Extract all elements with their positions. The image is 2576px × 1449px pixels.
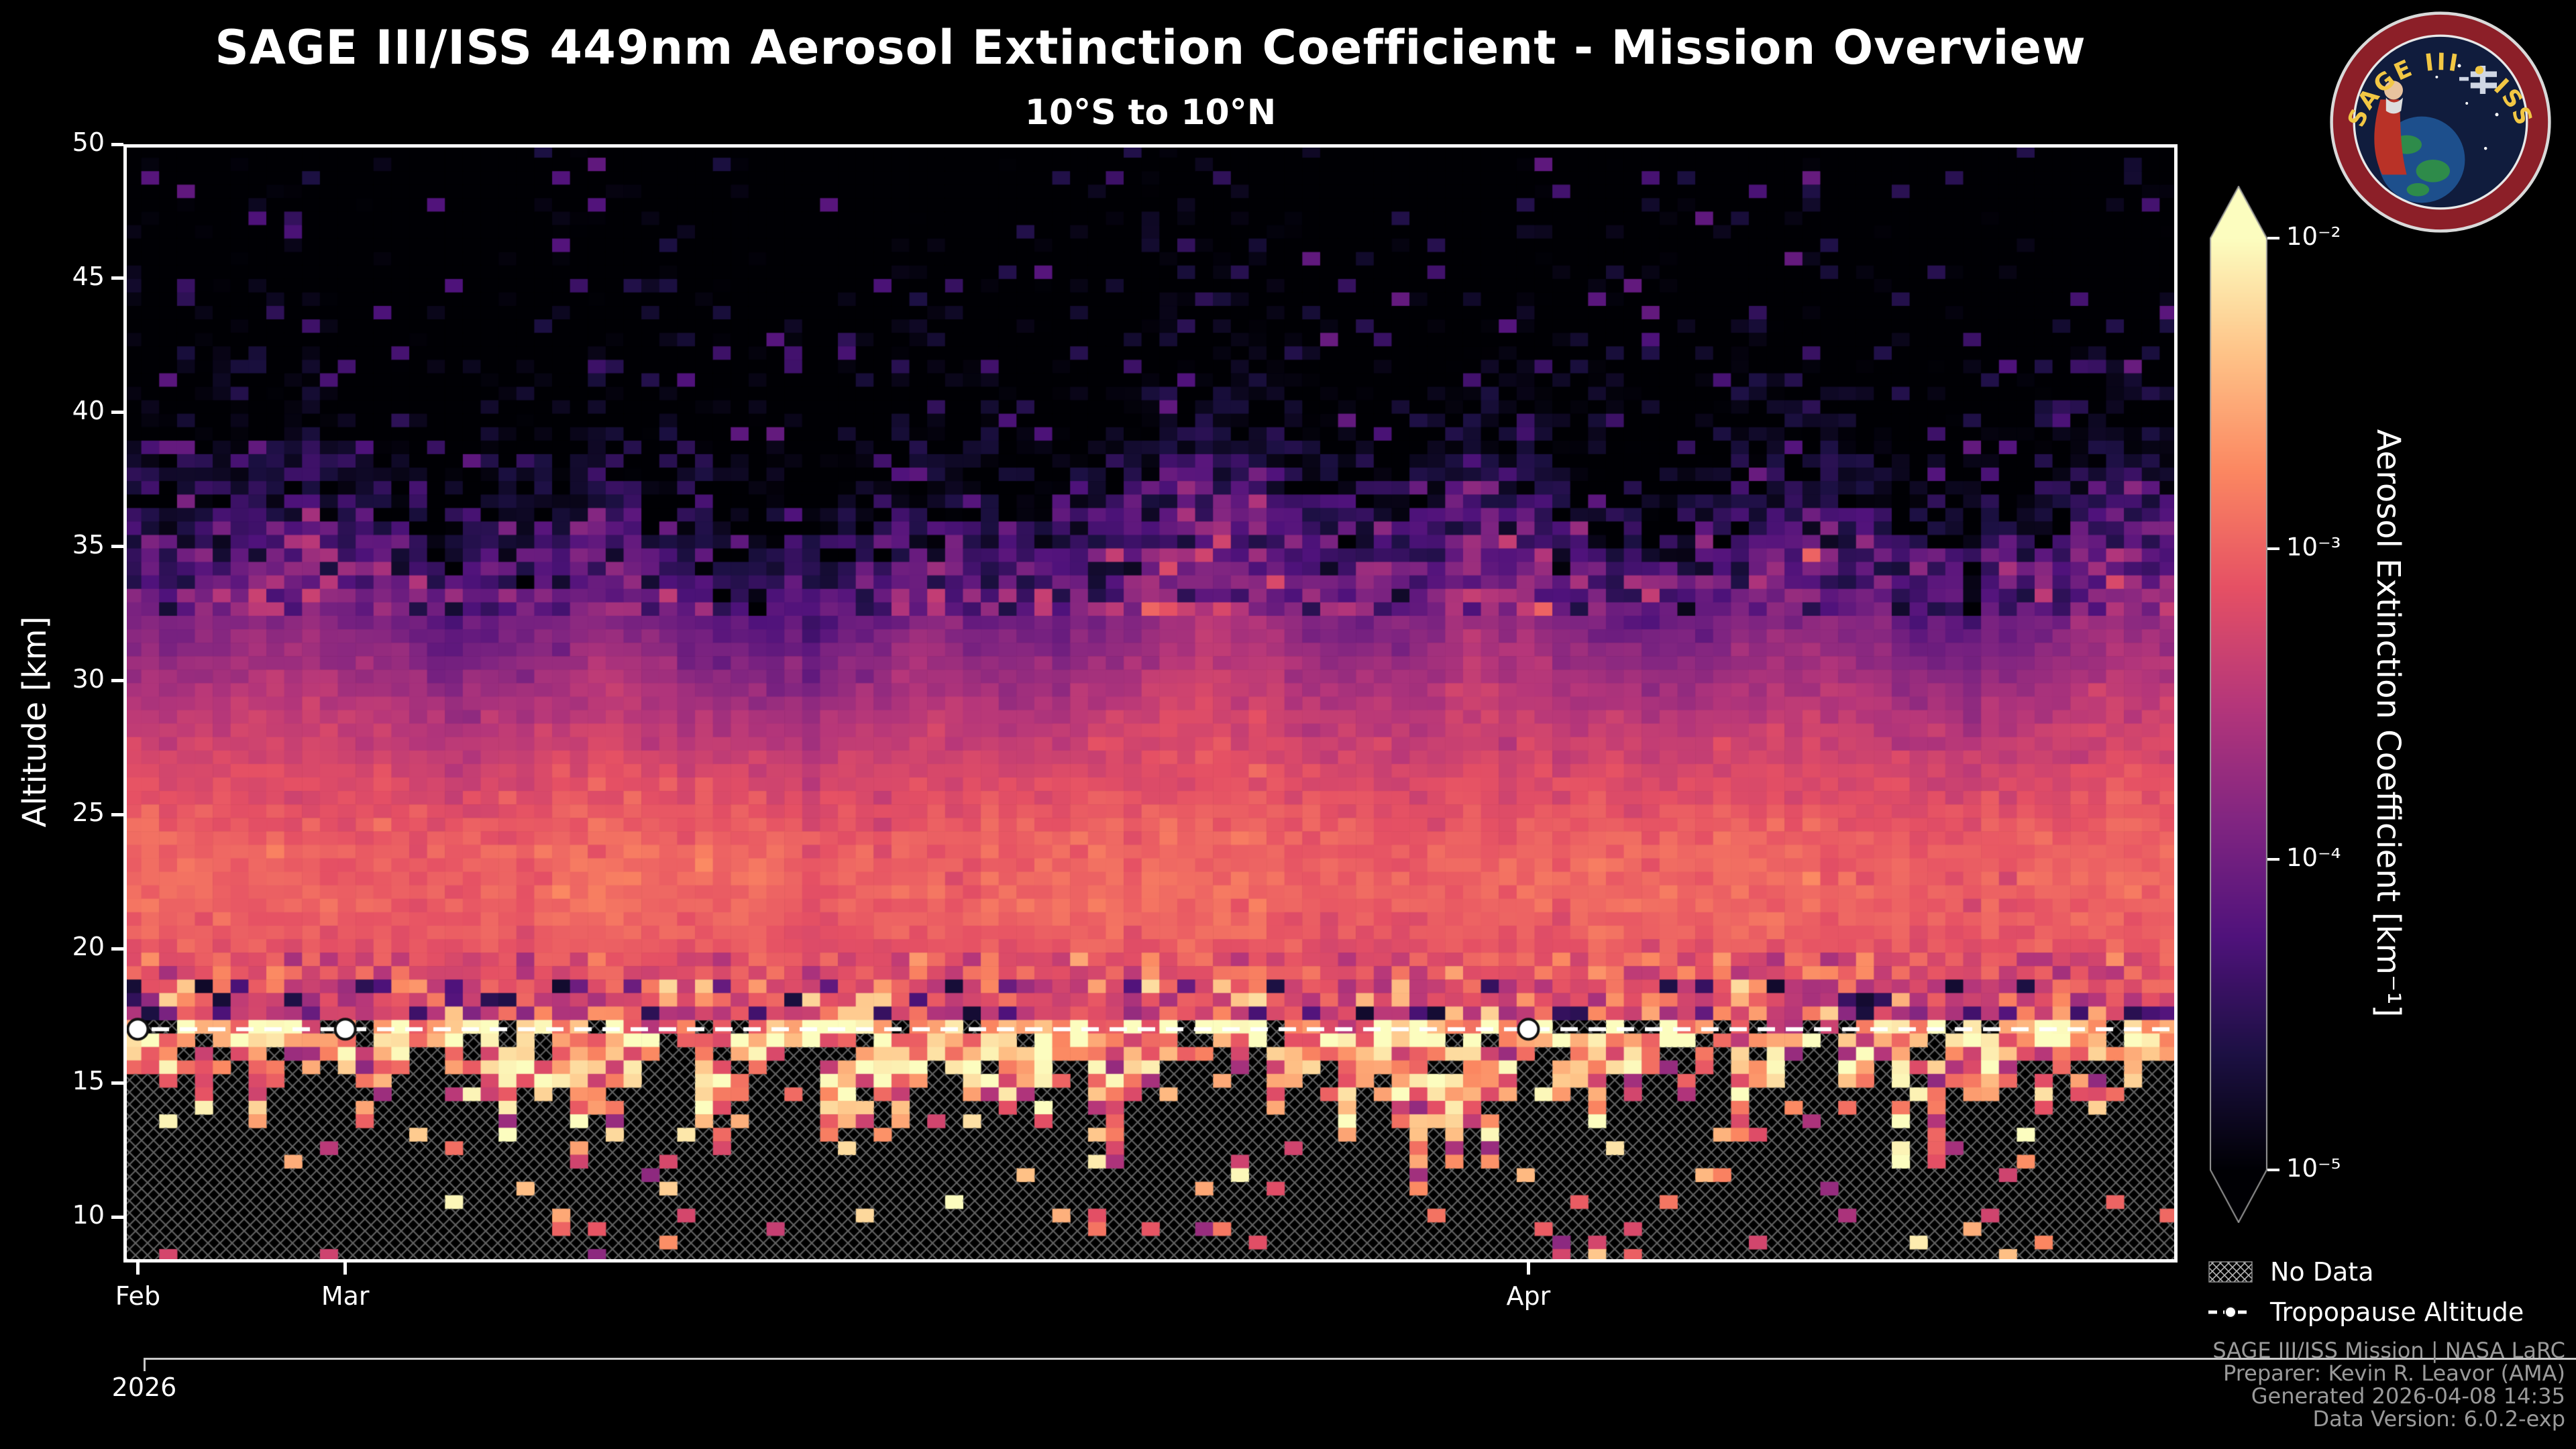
y-tick-mark xyxy=(111,1081,123,1085)
colorbar-tick-mark xyxy=(2267,1169,2279,1171)
y-tick-label: 20 xyxy=(72,932,105,962)
y-tick-label: 30 xyxy=(72,663,105,694)
attribution-line-preparer: Preparer: Kevin R. Leavor (AMA) xyxy=(2222,1360,2565,1386)
y-tick-label: 35 xyxy=(72,529,105,559)
attribution-line-version: Data Version: 6.0.2-exp xyxy=(2312,1406,2565,1432)
colorbar-tick-label: 10⁻⁴ xyxy=(2286,843,2341,873)
y-tick-label: 15 xyxy=(72,1066,105,1096)
colorbar-tick-mark xyxy=(2267,237,2279,239)
colorbar-tick-label: 10⁻⁵ xyxy=(2286,1154,2341,1183)
iss-icon xyxy=(2459,66,2497,94)
y-tick-mark xyxy=(111,812,123,816)
heatmap-canvas xyxy=(123,144,2178,1263)
y-tick-mark xyxy=(111,947,123,951)
sage-figure-icon xyxy=(2374,80,2407,175)
y-tick-mark xyxy=(111,1215,123,1219)
x-tick-label: Feb xyxy=(115,1281,161,1311)
attribution: SAGE III/ISS Mission | NASA LaRC Prepare… xyxy=(2212,1339,2565,1430)
x-tick-label: Mar xyxy=(321,1281,370,1311)
y-tick-label: 25 xyxy=(72,798,105,828)
legend-label-tropopause: Tropopause Altitude xyxy=(2270,1297,2524,1327)
legend-item-tropopause: Tropopause Altitude xyxy=(2208,1297,2524,1327)
colorbar-label: Aerosol Extinction Coefficient [km⁻¹] xyxy=(2369,429,2407,1018)
colorbar-tick-label: 10⁻² xyxy=(2286,222,2341,251)
y-tick-label: 50 xyxy=(72,127,105,157)
sage-iss-mission-patch: SAGE III • ISS xyxy=(2330,11,2551,233)
y-tick-mark xyxy=(111,276,123,280)
y-tick-label: 10 xyxy=(72,1200,105,1230)
colorbar-tick-mark xyxy=(2267,547,2279,550)
year-axis-tick xyxy=(144,1358,146,1371)
y-tick-mark xyxy=(111,411,123,415)
y-tick-label: 40 xyxy=(72,395,105,425)
colorbar-tick-label: 10⁻³ xyxy=(2286,532,2341,561)
y-tick-mark xyxy=(111,545,123,549)
attribution-line-generated: Generated 2026-04-08 14:35 xyxy=(2251,1383,2565,1409)
legend-item-no-data: No Data xyxy=(2208,1257,2374,1287)
year-axis-line xyxy=(144,1358,2576,1360)
y-tick-mark xyxy=(111,142,123,146)
colorbar-tick-mark xyxy=(2267,858,2279,861)
x-tick-mark xyxy=(136,1263,140,1275)
x-tick-mark xyxy=(1526,1263,1530,1275)
attribution-line-mission: SAGE III/ISS Mission | NASA LaRC xyxy=(2212,1338,2565,1363)
y-tick-mark xyxy=(111,679,123,683)
colorbar xyxy=(2210,186,2267,1223)
no-data-hatch-icon xyxy=(2208,1261,2253,1283)
chart-title: SAGE III/ISS 449nm Aerosol Extinction Co… xyxy=(215,20,2086,75)
heatmap-plot xyxy=(123,144,2178,1263)
tropopause-line-icon xyxy=(2208,1306,2253,1318)
x-tick-mark xyxy=(343,1263,347,1275)
chart-subtitle: 10°S to 10°N xyxy=(1024,93,1277,133)
x-tick-label: Apr xyxy=(1506,1281,1551,1311)
year-label: 2026 xyxy=(111,1373,177,1402)
y-tick-label: 45 xyxy=(72,261,105,291)
legend-label-no-data: No Data xyxy=(2270,1257,2374,1287)
